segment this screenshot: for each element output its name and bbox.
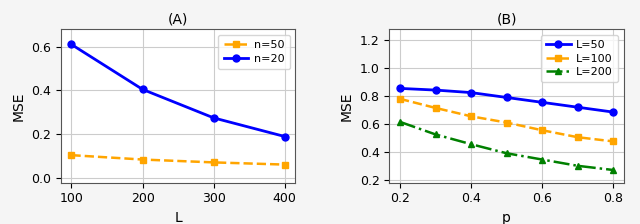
n=50 [210,161,218,164]
L=50 [609,111,617,114]
Y-axis label: MSE: MSE [12,91,26,121]
Line: n=50: n=50 [68,152,288,168]
L=50 [538,101,546,104]
Title: (B): (B) [497,13,517,27]
n=20 [281,135,289,138]
Title: (A): (A) [168,13,188,27]
n=50 [139,158,147,161]
Line: n=20: n=20 [68,41,288,140]
L=100 [396,97,404,100]
L=50 [432,89,440,91]
L=50 [503,96,511,99]
n=50 [281,163,289,166]
n=20 [210,116,218,119]
L=100 [467,115,475,118]
n=20 [68,43,76,46]
L=200 [432,133,440,136]
L=200 [609,169,617,171]
Legend: L=50, L=100, L=200: L=50, L=100, L=200 [541,35,618,82]
L=100 [503,121,511,124]
L=100 [609,140,617,143]
Legend: n=50, n=20: n=50, n=20 [218,35,290,69]
L=100 [432,107,440,109]
X-axis label: p: p [502,211,511,224]
L=50 [574,106,582,109]
Line: L=100: L=100 [397,95,617,145]
L=50 [467,91,475,94]
L=200 [574,164,582,167]
X-axis label: L: L [174,211,182,224]
Line: L=50: L=50 [397,85,617,116]
Line: L=200: L=200 [397,118,617,173]
L=50 [396,87,404,90]
L=200 [467,143,475,146]
n=20 [139,88,147,91]
L=100 [538,129,546,131]
L=200 [396,121,404,123]
Y-axis label: MSE: MSE [340,91,354,121]
L=200 [538,158,546,161]
n=50 [68,154,76,157]
L=200 [503,152,511,155]
L=100 [574,136,582,139]
